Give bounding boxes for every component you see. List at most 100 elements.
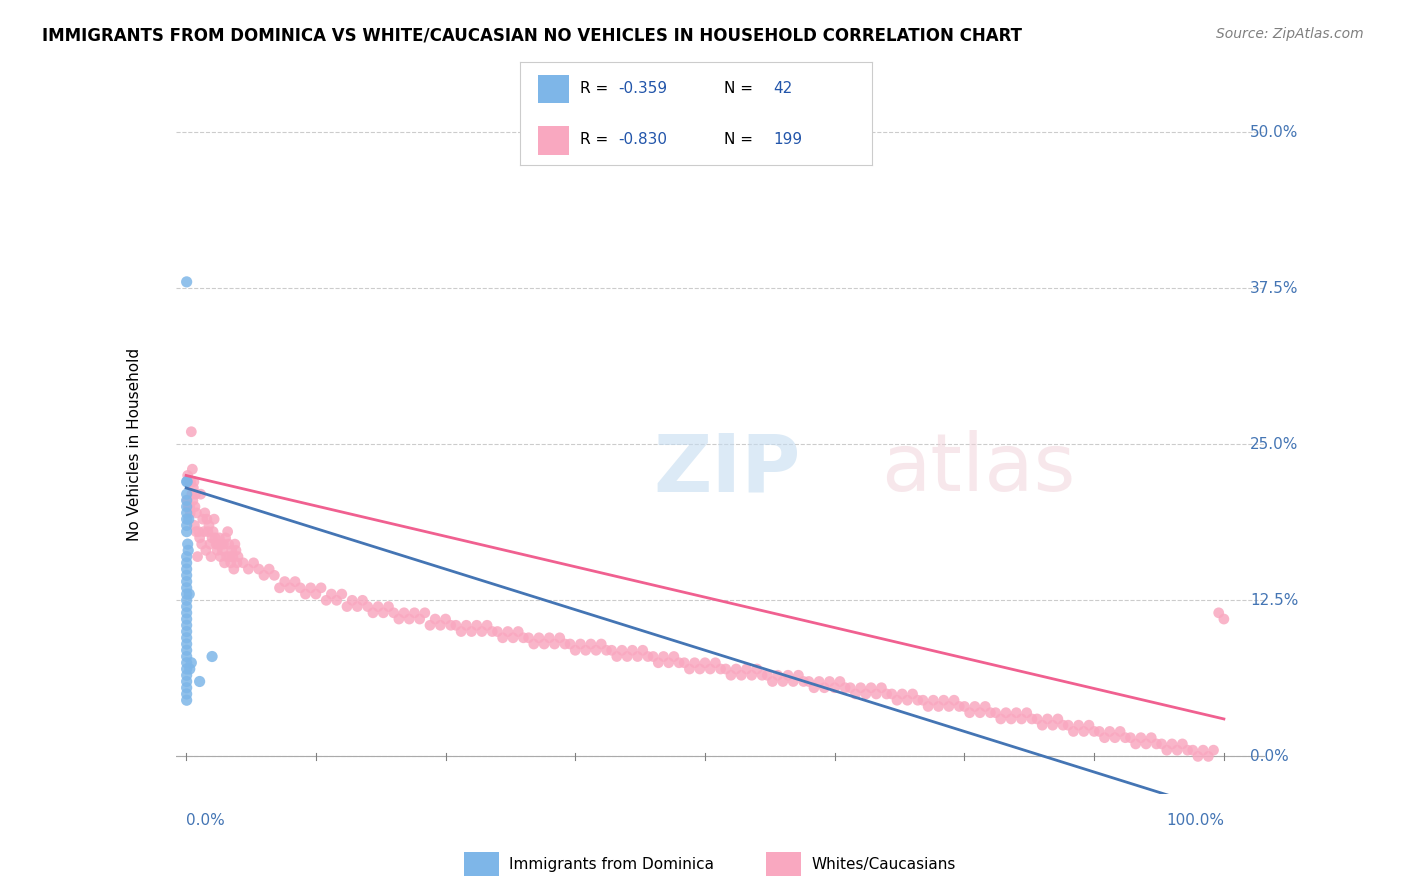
Text: Whites/Caucasians: Whites/Caucasians — [811, 856, 956, 871]
Point — [1192, 743, 1215, 757]
Point — [844, 687, 866, 701]
Point — [222, 562, 245, 576]
Point — [1088, 724, 1111, 739]
Point — [176, 624, 198, 639]
Point — [336, 599, 359, 614]
Point — [330, 587, 353, 601]
Point — [177, 543, 200, 558]
Point — [543, 637, 565, 651]
Bar — [538, 126, 569, 155]
Point — [434, 612, 457, 626]
Point — [207, 537, 229, 551]
Point — [299, 581, 322, 595]
Point — [1177, 743, 1199, 757]
Point — [404, 606, 426, 620]
Point — [911, 693, 934, 707]
Point — [269, 581, 291, 595]
Point — [876, 687, 898, 701]
Point — [974, 699, 997, 714]
Point — [367, 599, 389, 614]
Point — [184, 524, 207, 539]
Point — [486, 624, 509, 639]
Point — [538, 631, 561, 645]
Point — [219, 556, 242, 570]
Point — [652, 649, 675, 664]
Point — [1011, 712, 1033, 726]
Point — [253, 568, 276, 582]
Point — [693, 656, 716, 670]
Point — [450, 624, 472, 639]
Point — [200, 549, 222, 564]
Point — [1052, 718, 1074, 732]
Point — [218, 549, 240, 564]
Point — [309, 581, 332, 595]
Point — [419, 618, 441, 632]
Point — [211, 543, 233, 558]
Point — [176, 606, 198, 620]
Point — [579, 637, 602, 651]
Point — [191, 512, 214, 526]
Point — [180, 475, 202, 489]
Bar — [766, 852, 801, 876]
Point — [1146, 737, 1168, 751]
Point — [181, 462, 204, 476]
Point — [361, 606, 384, 620]
Point — [849, 681, 872, 695]
Point — [398, 612, 420, 626]
Point — [481, 624, 503, 639]
Text: 199: 199 — [773, 132, 803, 147]
Point — [928, 699, 950, 714]
Text: 100.0%: 100.0% — [1166, 813, 1223, 828]
Point — [202, 524, 225, 539]
Point — [797, 674, 820, 689]
Point — [907, 693, 929, 707]
Point — [569, 637, 592, 651]
Point — [564, 643, 586, 657]
Point — [891, 687, 914, 701]
Point — [204, 531, 226, 545]
Point — [1083, 724, 1105, 739]
Point — [1119, 731, 1142, 745]
Point — [340, 593, 363, 607]
Point — [179, 587, 201, 601]
Point — [177, 512, 200, 526]
Point — [1208, 606, 1230, 620]
Point — [932, 693, 955, 707]
Point — [346, 599, 368, 614]
Point — [176, 599, 198, 614]
Point — [176, 506, 198, 520]
Point — [662, 649, 685, 664]
Point — [440, 618, 463, 632]
Point — [205, 537, 228, 551]
Point — [274, 574, 297, 589]
Point — [198, 518, 221, 533]
Point — [176, 612, 198, 626]
Point — [855, 687, 877, 701]
Point — [180, 425, 202, 439]
Point — [523, 637, 546, 651]
Point — [181, 493, 204, 508]
Point — [214, 531, 236, 545]
Point — [176, 637, 198, 651]
Point — [226, 549, 249, 564]
Point — [195, 512, 218, 526]
Text: 0.0%: 0.0% — [1250, 749, 1288, 764]
Point — [839, 681, 862, 695]
Point — [357, 599, 380, 614]
Point — [212, 537, 235, 551]
Point — [548, 631, 571, 645]
Text: N =: N = — [724, 81, 758, 96]
Point — [575, 643, 598, 657]
Point — [209, 537, 232, 551]
Point — [179, 475, 201, 489]
Point — [475, 618, 498, 632]
Point — [444, 618, 467, 632]
Point — [1140, 731, 1163, 745]
Point — [917, 699, 939, 714]
Point — [225, 543, 247, 558]
Point — [190, 487, 212, 501]
Point — [1171, 737, 1194, 751]
Point — [922, 693, 945, 707]
Point — [176, 493, 198, 508]
Point — [176, 631, 198, 645]
